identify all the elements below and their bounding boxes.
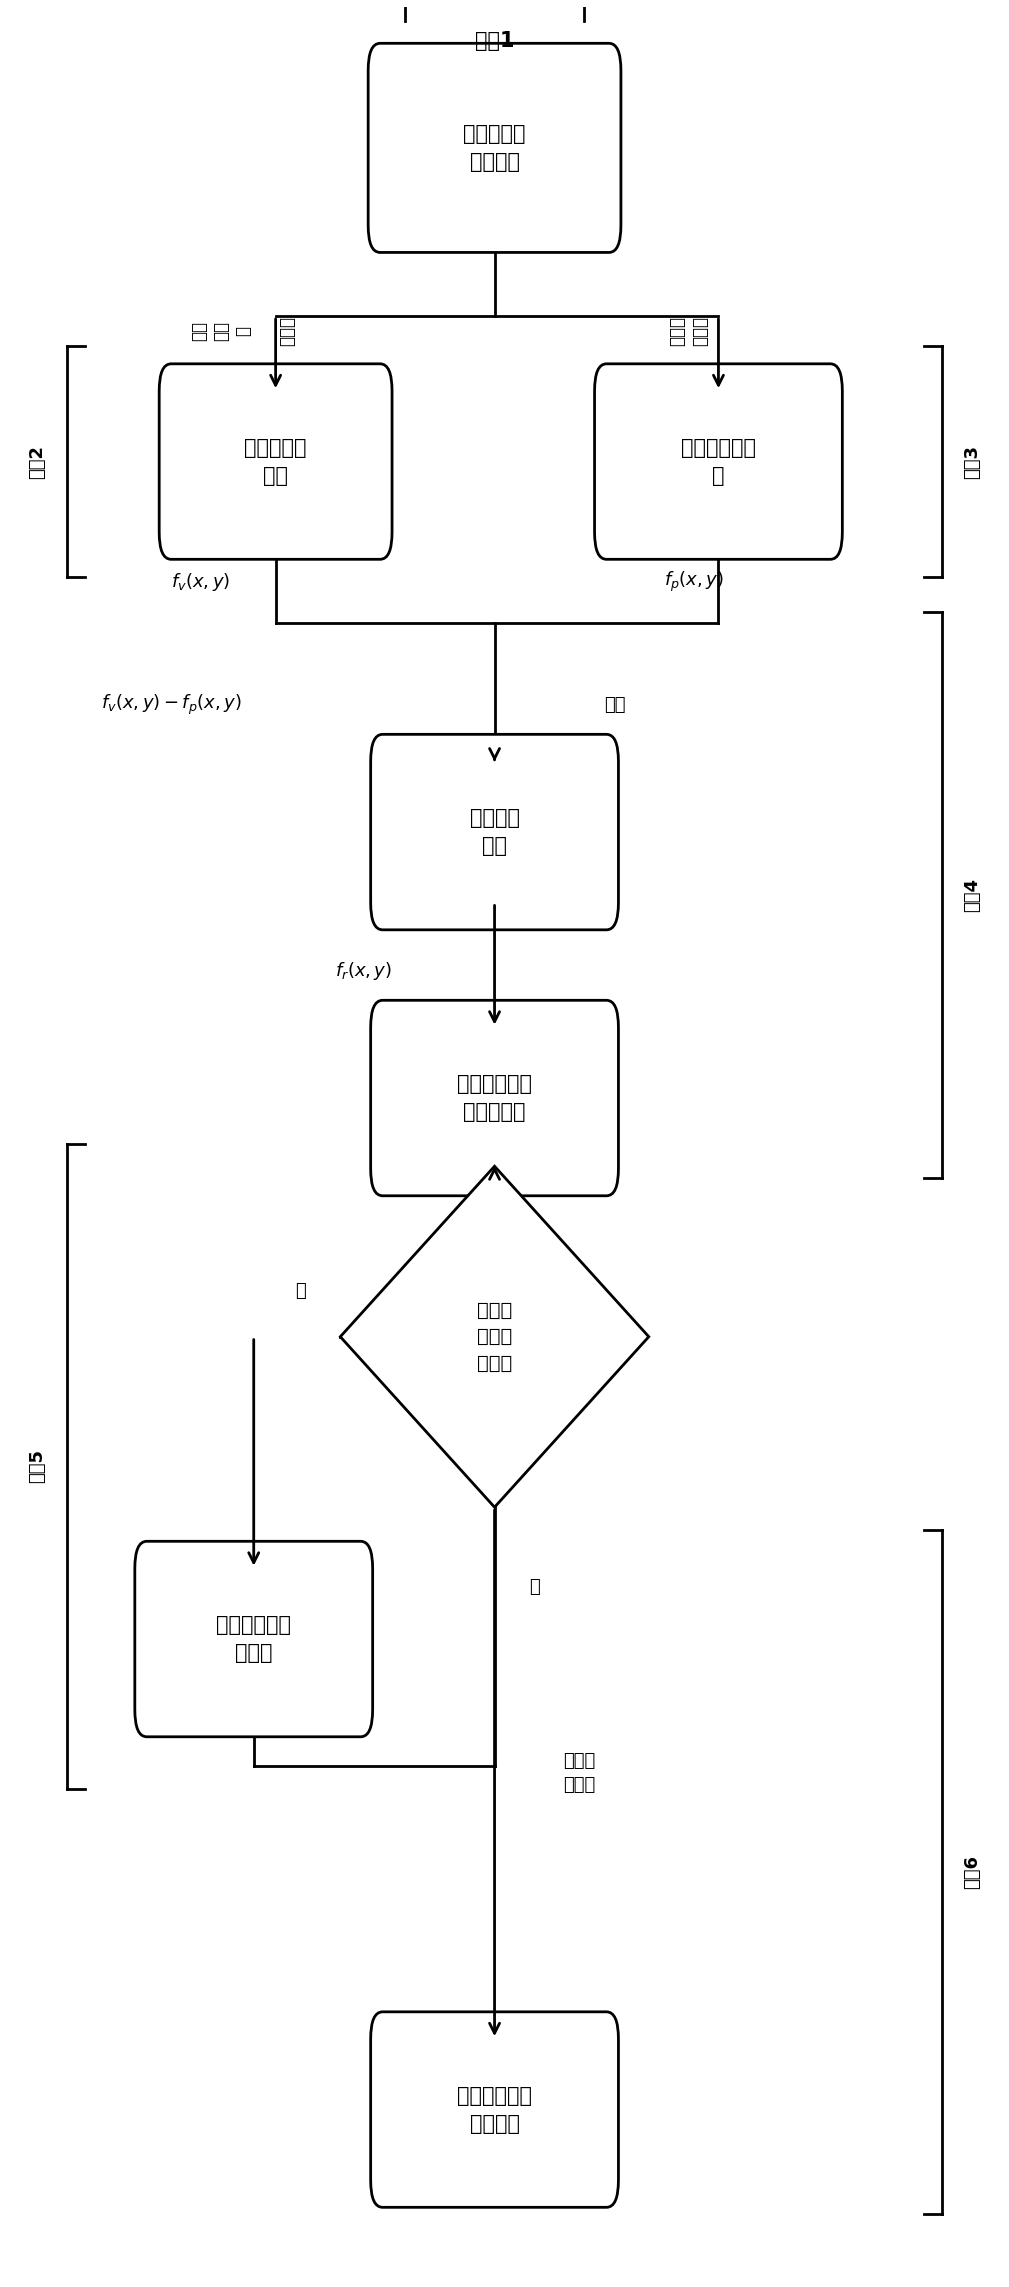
FancyBboxPatch shape: [594, 364, 843, 560]
FancyBboxPatch shape: [370, 999, 619, 1196]
Text: 高精度大量程
三维形貌: 高精度大量程 三维形貌: [457, 2086, 532, 2134]
FancyBboxPatch shape: [368, 43, 621, 252]
Text: 步骤1: 步骤1: [475, 32, 515, 50]
Polygon shape: [340, 1166, 649, 1507]
FancyBboxPatch shape: [370, 734, 619, 931]
FancyBboxPatch shape: [135, 1541, 372, 1736]
Text: 正交解
调算法: 正交解 调算法: [669, 316, 708, 345]
Text: 相移扫描精相
位: 相移扫描精相 位: [681, 437, 756, 485]
Text: 是: 是: [295, 1283, 306, 1301]
Text: 重心法: 重心法: [278, 316, 297, 345]
Text: 对比
度算
法: 对比 度算 法: [190, 320, 252, 341]
Text: 步骤2: 步骤2: [28, 444, 45, 478]
Text: 垂直扫描粗
相位: 垂直扫描粗 相位: [244, 437, 307, 485]
Text: 对应扫描步数
的三维形貌: 对应扫描步数 的三维形貌: [457, 1075, 532, 1123]
Text: $f_r(x,y)$: $f_r(x,y)$: [335, 961, 393, 981]
Text: $f_v(x,y)-f_p(x,y)$: $f_v(x,y)-f_p(x,y)$: [102, 693, 242, 716]
Text: 形貌中间
变量: 形貌中间 变量: [469, 807, 520, 855]
Text: 步骤6: 步骤6: [964, 1855, 981, 1889]
Text: 取整: 取整: [604, 695, 626, 714]
Text: $f_p(x,y)$: $f_p(x,y)$: [664, 569, 723, 595]
FancyBboxPatch shape: [370, 2013, 619, 2207]
FancyBboxPatch shape: [159, 364, 393, 560]
Text: 步骤5: 步骤5: [28, 1450, 45, 1484]
Text: 乘以步
长距离: 乘以步 长距离: [563, 1752, 595, 1793]
Text: 步骤4: 步骤4: [964, 878, 981, 913]
Text: 否: 否: [529, 1578, 540, 1596]
Text: 蝴蝶翼效应校
正算法: 蝴蝶翼效应校 正算法: [216, 1615, 292, 1663]
Text: 是否存
在蝴蝶
翼效应: 是否存 在蝴蝶 翼效应: [477, 1301, 513, 1372]
Text: 步骤3: 步骤3: [964, 444, 981, 478]
Text: 干涉图像的
实时存储: 干涉图像的 实时存储: [463, 123, 526, 172]
Text: $f_v(x,y)$: $f_v(x,y)$: [172, 572, 230, 592]
